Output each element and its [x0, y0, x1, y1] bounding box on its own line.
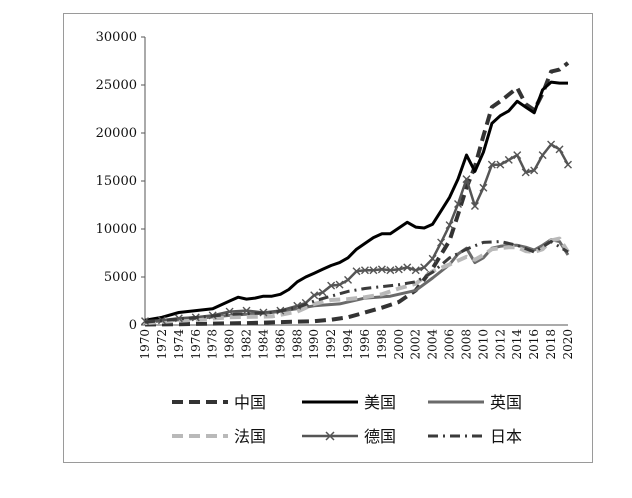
series-line-1	[144, 80, 568, 322]
series-marker	[437, 238, 446, 247]
series-marker	[504, 155, 513, 164]
legend-label: 中国	[234, 393, 266, 412]
series-marker	[335, 280, 344, 289]
series-marker	[428, 254, 437, 263]
x-tick-label: 2000	[392, 329, 406, 360]
x-tick-label: 1992	[324, 329, 338, 360]
x-tick-label: 1996	[358, 329, 372, 360]
series-marker	[555, 145, 564, 154]
x-tick-label: 1970	[138, 329, 152, 360]
series-marker	[394, 265, 403, 274]
x-tick-label: 2016	[527, 329, 541, 360]
y-tick-label: 10000	[96, 222, 137, 237]
legend-label: 美国	[364, 393, 396, 412]
y-tick-label: 25000	[96, 78, 137, 93]
x-tick-label: 1974	[172, 329, 186, 360]
series-marker	[538, 151, 547, 160]
legend-label: 法国	[234, 427, 266, 446]
y-tick-label: 30000	[96, 30, 137, 45]
series-marker	[513, 151, 522, 160]
series-marker	[360, 266, 369, 275]
x-tick-label: 2002	[409, 329, 423, 360]
x-tick-label: 1978	[206, 329, 220, 360]
series-line-3	[144, 236, 570, 326]
x-tick-label: 1994	[341, 329, 355, 360]
x-tick-label: 1976	[189, 329, 203, 360]
series-line-4	[144, 143, 570, 323]
series-marker	[377, 265, 386, 274]
series-marker	[327, 281, 336, 290]
x-tick-label: 1986	[273, 329, 287, 360]
legend-item: 德国	[302, 427, 396, 446]
x-tick-label: 1990	[307, 329, 321, 360]
legend-item: 美国	[302, 393, 396, 412]
x-tick-label: 2006	[443, 329, 457, 360]
series-marker	[487, 160, 496, 169]
legend-item: 英国	[428, 393, 522, 412]
series-marker	[564, 160, 572, 169]
series-marker	[547, 140, 556, 149]
x-tick-label: 2004	[426, 329, 440, 360]
legend-item: 日本	[428, 427, 522, 446]
x-tick-label: 2018	[544, 329, 558, 360]
x-tick-label: 2008	[459, 329, 473, 360]
y-tick-label: 15000	[96, 174, 137, 189]
legend-label: 德国	[364, 427, 396, 446]
series-marker	[445, 221, 454, 230]
y-tick-label: 0	[129, 318, 137, 333]
series-marker	[462, 175, 471, 184]
y-tick-label: 20000	[96, 126, 137, 141]
series-marker	[369, 266, 378, 275]
legend-label: 日本	[490, 427, 522, 446]
x-tick-label: 1972	[155, 329, 169, 360]
series-marker	[454, 200, 463, 209]
series-marker	[386, 266, 395, 275]
series-line-0	[144, 61, 570, 327]
series-marker	[318, 288, 327, 297]
series-marker	[479, 183, 488, 192]
x-tick-label: 1988	[290, 329, 304, 360]
x-tick-label: 2010	[476, 329, 490, 360]
legend-item: 法国	[172, 427, 266, 446]
x-tick-label: 1982	[240, 329, 254, 360]
series-marker	[310, 291, 319, 300]
chart-frame: 0 5000 10000 15000 20000 25000 30000 1970 1972 19…	[63, 13, 593, 463]
series-marker	[420, 263, 429, 272]
x-tick-label: 1980	[223, 329, 237, 360]
x-tick-label: 2014	[510, 329, 524, 360]
legend-label: 英国	[490, 393, 522, 412]
series-marker	[470, 201, 479, 210]
x-tick-label: 2020	[561, 329, 575, 360]
series-marker	[411, 266, 420, 275]
series-marker	[530, 166, 539, 175]
x-tick-label: 2012	[493, 329, 507, 360]
x-tick-label: 1984	[256, 329, 270, 360]
legend-item: 中国	[172, 393, 266, 412]
series-line-5	[144, 240, 569, 324]
series-marker	[344, 275, 353, 284]
series-marker	[157, 316, 166, 325]
series-marker	[521, 168, 530, 177]
x-tick-label: 1998	[375, 329, 389, 360]
y-tick-label: 5000	[104, 270, 137, 285]
series-marker	[496, 160, 505, 169]
series-marker	[403, 263, 412, 272]
series-marker	[352, 267, 361, 276]
